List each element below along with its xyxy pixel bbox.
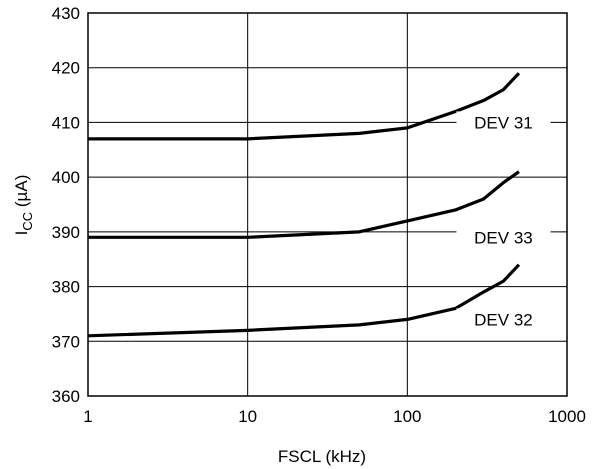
x-tick-label: 1 [83,407,92,426]
y-tick-label: 390 [52,223,80,242]
series-labels: DEV 31 DEV 33 DEV 32 [456,111,551,331]
series-label-background [456,111,551,134]
series-label-background [456,308,551,331]
y-axis-label: ICC (µA) [12,175,35,236]
y-axis-label-main: I [12,231,31,236]
series-lines [87,72,521,338]
series-label-dev-32: DEV 32 [474,310,533,329]
series-line-dev-33 [88,170,520,239]
y-tick-label: 360 [52,387,80,406]
x-axis-label: FSCL (kHz) [278,447,366,466]
series-line-dev-31 [88,72,521,141]
y-tick-label: 400 [52,168,80,187]
series-label-background [456,226,551,249]
grid-lines [87,12,568,397]
x-axis-tick-labels: 1 10 100 1000 [83,407,586,426]
series-line-dev-32 [87,263,521,338]
y-axis-tick-labels: 360 370 380 390 400 410 420 430 [52,4,80,406]
y-tick-label: 430 [52,4,80,23]
y-axis-label-unit: (µA) [12,175,31,212]
series-label-dev-33: DEV 33 [474,228,533,247]
y-tick-label: 420 [52,59,80,78]
x-tick-label: 10 [238,407,257,426]
y-tick-label: 380 [52,278,80,297]
x-tick-label: 1000 [548,407,586,426]
y-axis-label-subscript: CC [20,212,35,231]
series-label-dev-31: DEV 31 [474,113,533,132]
plot-area-frame [87,12,568,397]
y-tick-label: 410 [52,113,80,132]
y-tick-label: 370 [52,332,80,351]
x-tick-label: 100 [393,407,421,426]
